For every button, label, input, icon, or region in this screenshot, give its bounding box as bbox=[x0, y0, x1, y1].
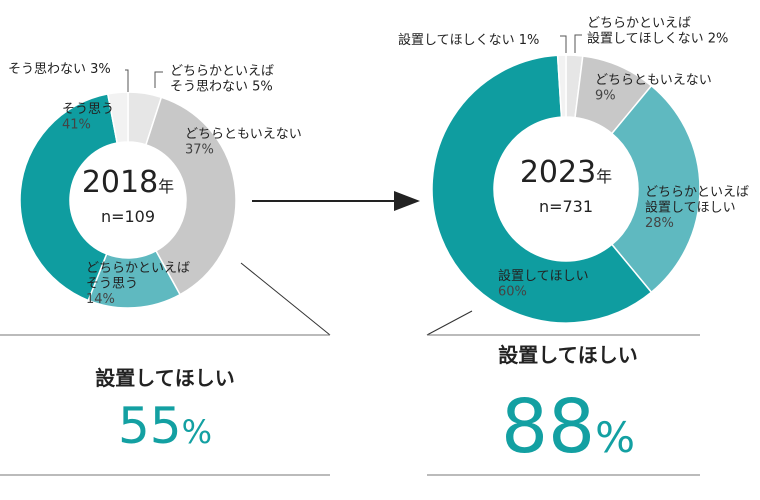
summary-number-2018: 55 bbox=[118, 397, 182, 455]
slice-label: そう思う bbox=[62, 102, 114, 117]
slice-percent-label: 14% bbox=[86, 292, 115, 307]
donut-slice bbox=[106, 91, 129, 144]
donut-slice bbox=[610, 84, 701, 294]
center-year-label: 2018年 bbox=[82, 165, 174, 200]
callout-line-2018 bbox=[240, 262, 331, 336]
summary-number-2023: 88 bbox=[501, 384, 595, 470]
slice-label: どちらかといえば設置してほしい bbox=[645, 185, 749, 216]
summary-value-2023: 88% bbox=[501, 384, 635, 470]
leader-line bbox=[574, 34, 582, 53]
center-n-label: n=731 bbox=[539, 197, 593, 216]
slice-label: どちらともいえない bbox=[185, 127, 302, 142]
slice-label: どちらかといえばそう思わない 5% bbox=[170, 64, 274, 95]
slice-label: そう思わない 3% bbox=[8, 62, 111, 77]
summary-label-2018: 設置してほしい bbox=[95, 366, 234, 390]
slice-label: どちらかといえば設置してほしくない 2% bbox=[587, 16, 728, 47]
slice-label: どちらともいえない bbox=[595, 73, 712, 88]
slice-percent-label: 41% bbox=[62, 118, 91, 133]
leader-line bbox=[560, 35, 567, 53]
slice-percent-label: 60% bbox=[498, 285, 527, 300]
donut-slice bbox=[144, 96, 237, 296]
donut-slice bbox=[19, 93, 119, 302]
donut-slice bbox=[556, 54, 567, 118]
slice-percent-label: 37% bbox=[185, 143, 214, 158]
summary-unit-2023: % bbox=[595, 413, 635, 462]
leader-line bbox=[154, 71, 163, 88]
center-year-label: 2023年 bbox=[520, 155, 612, 190]
slice-label: 設置してほしい bbox=[498, 268, 589, 284]
slice-label: 設置してほしくない 1% bbox=[398, 32, 539, 48]
slice-percent-label: 9% bbox=[595, 89, 616, 104]
summary-value-2018: 55% bbox=[118, 397, 212, 455]
summary-unit-2018: % bbox=[182, 413, 212, 451]
slice-label: どちらかといえばそう思う bbox=[86, 261, 190, 292]
leader-line bbox=[125, 69, 129, 92]
arrow-right-icon bbox=[252, 191, 420, 211]
callout-line-2023 bbox=[426, 310, 473, 336]
slice-percent-label: 28% bbox=[645, 216, 674, 231]
summary-label-2023: 設置してほしい bbox=[498, 343, 637, 367]
donut-slice bbox=[431, 54, 653, 324]
center-n-label: n=109 bbox=[101, 207, 155, 226]
